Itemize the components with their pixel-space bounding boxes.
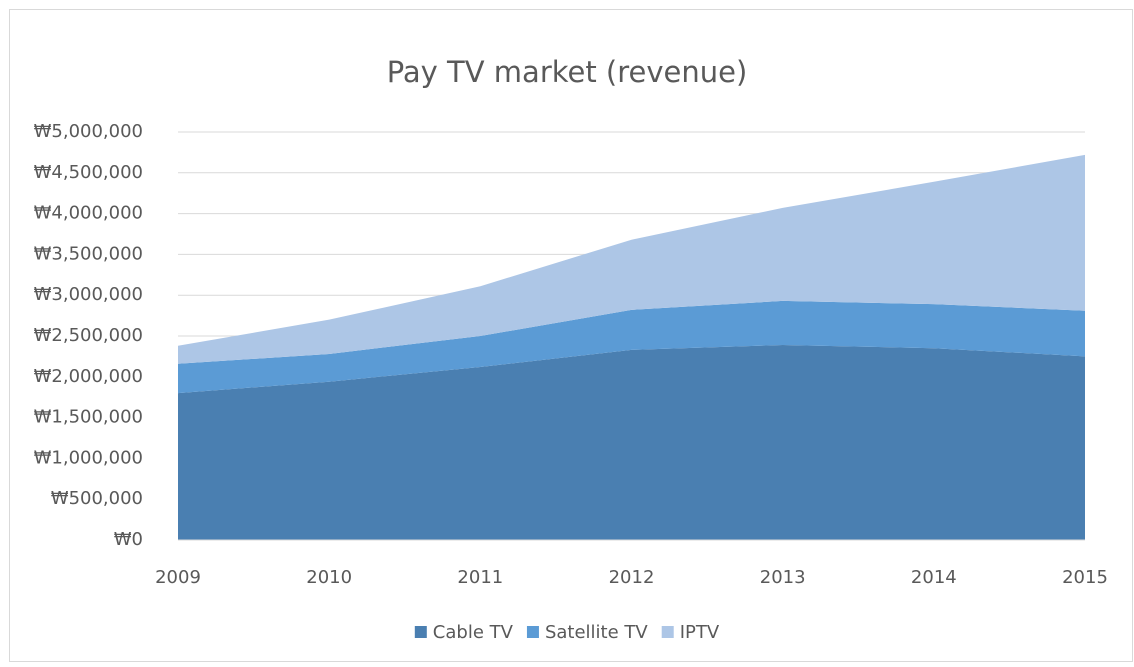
y-tick-label: ₩3,500,000 [34,243,143,264]
area [178,344,1085,540]
y-tick-label: ₩4,500,000 [34,162,143,183]
legend-label: Satellite TV [545,622,648,643]
x-tick-label: 2010 [306,567,352,588]
legend-swatch [526,626,539,638]
area [178,300,1085,394]
x-tick-label: 2012 [609,567,655,588]
y-tick-label: ₩0 [114,529,143,550]
x-tick-label: 2013 [760,567,806,588]
x-tick-label: 2011 [457,567,503,588]
y-tick-label: ₩2,000,000 [34,366,143,387]
legend-swatch [661,626,674,638]
y-tick-label: ₩4,000,000 [34,203,143,224]
y-tick-label: ₩1,500,000 [34,407,143,428]
chart-title: Pay TV market (revenue) [387,55,748,89]
x-tick-label: 2015 [1062,567,1108,588]
legend-swatch [414,626,427,638]
x-tick-label: 2014 [911,567,957,588]
area [178,154,1085,364]
x-tick-label: 2009 [155,567,201,588]
y-tick-label: ₩1,000,000 [34,447,143,468]
y-tick-label: ₩2,500,000 [34,325,143,346]
legend-label: IPTV [680,622,720,643]
y-tick-label: ₩500,000 [51,488,143,509]
legend-label: Cable TV [433,622,514,643]
y-tick-label: ₩5,000,000 [34,121,143,142]
y-tick-label: ₩3,000,000 [34,284,143,305]
